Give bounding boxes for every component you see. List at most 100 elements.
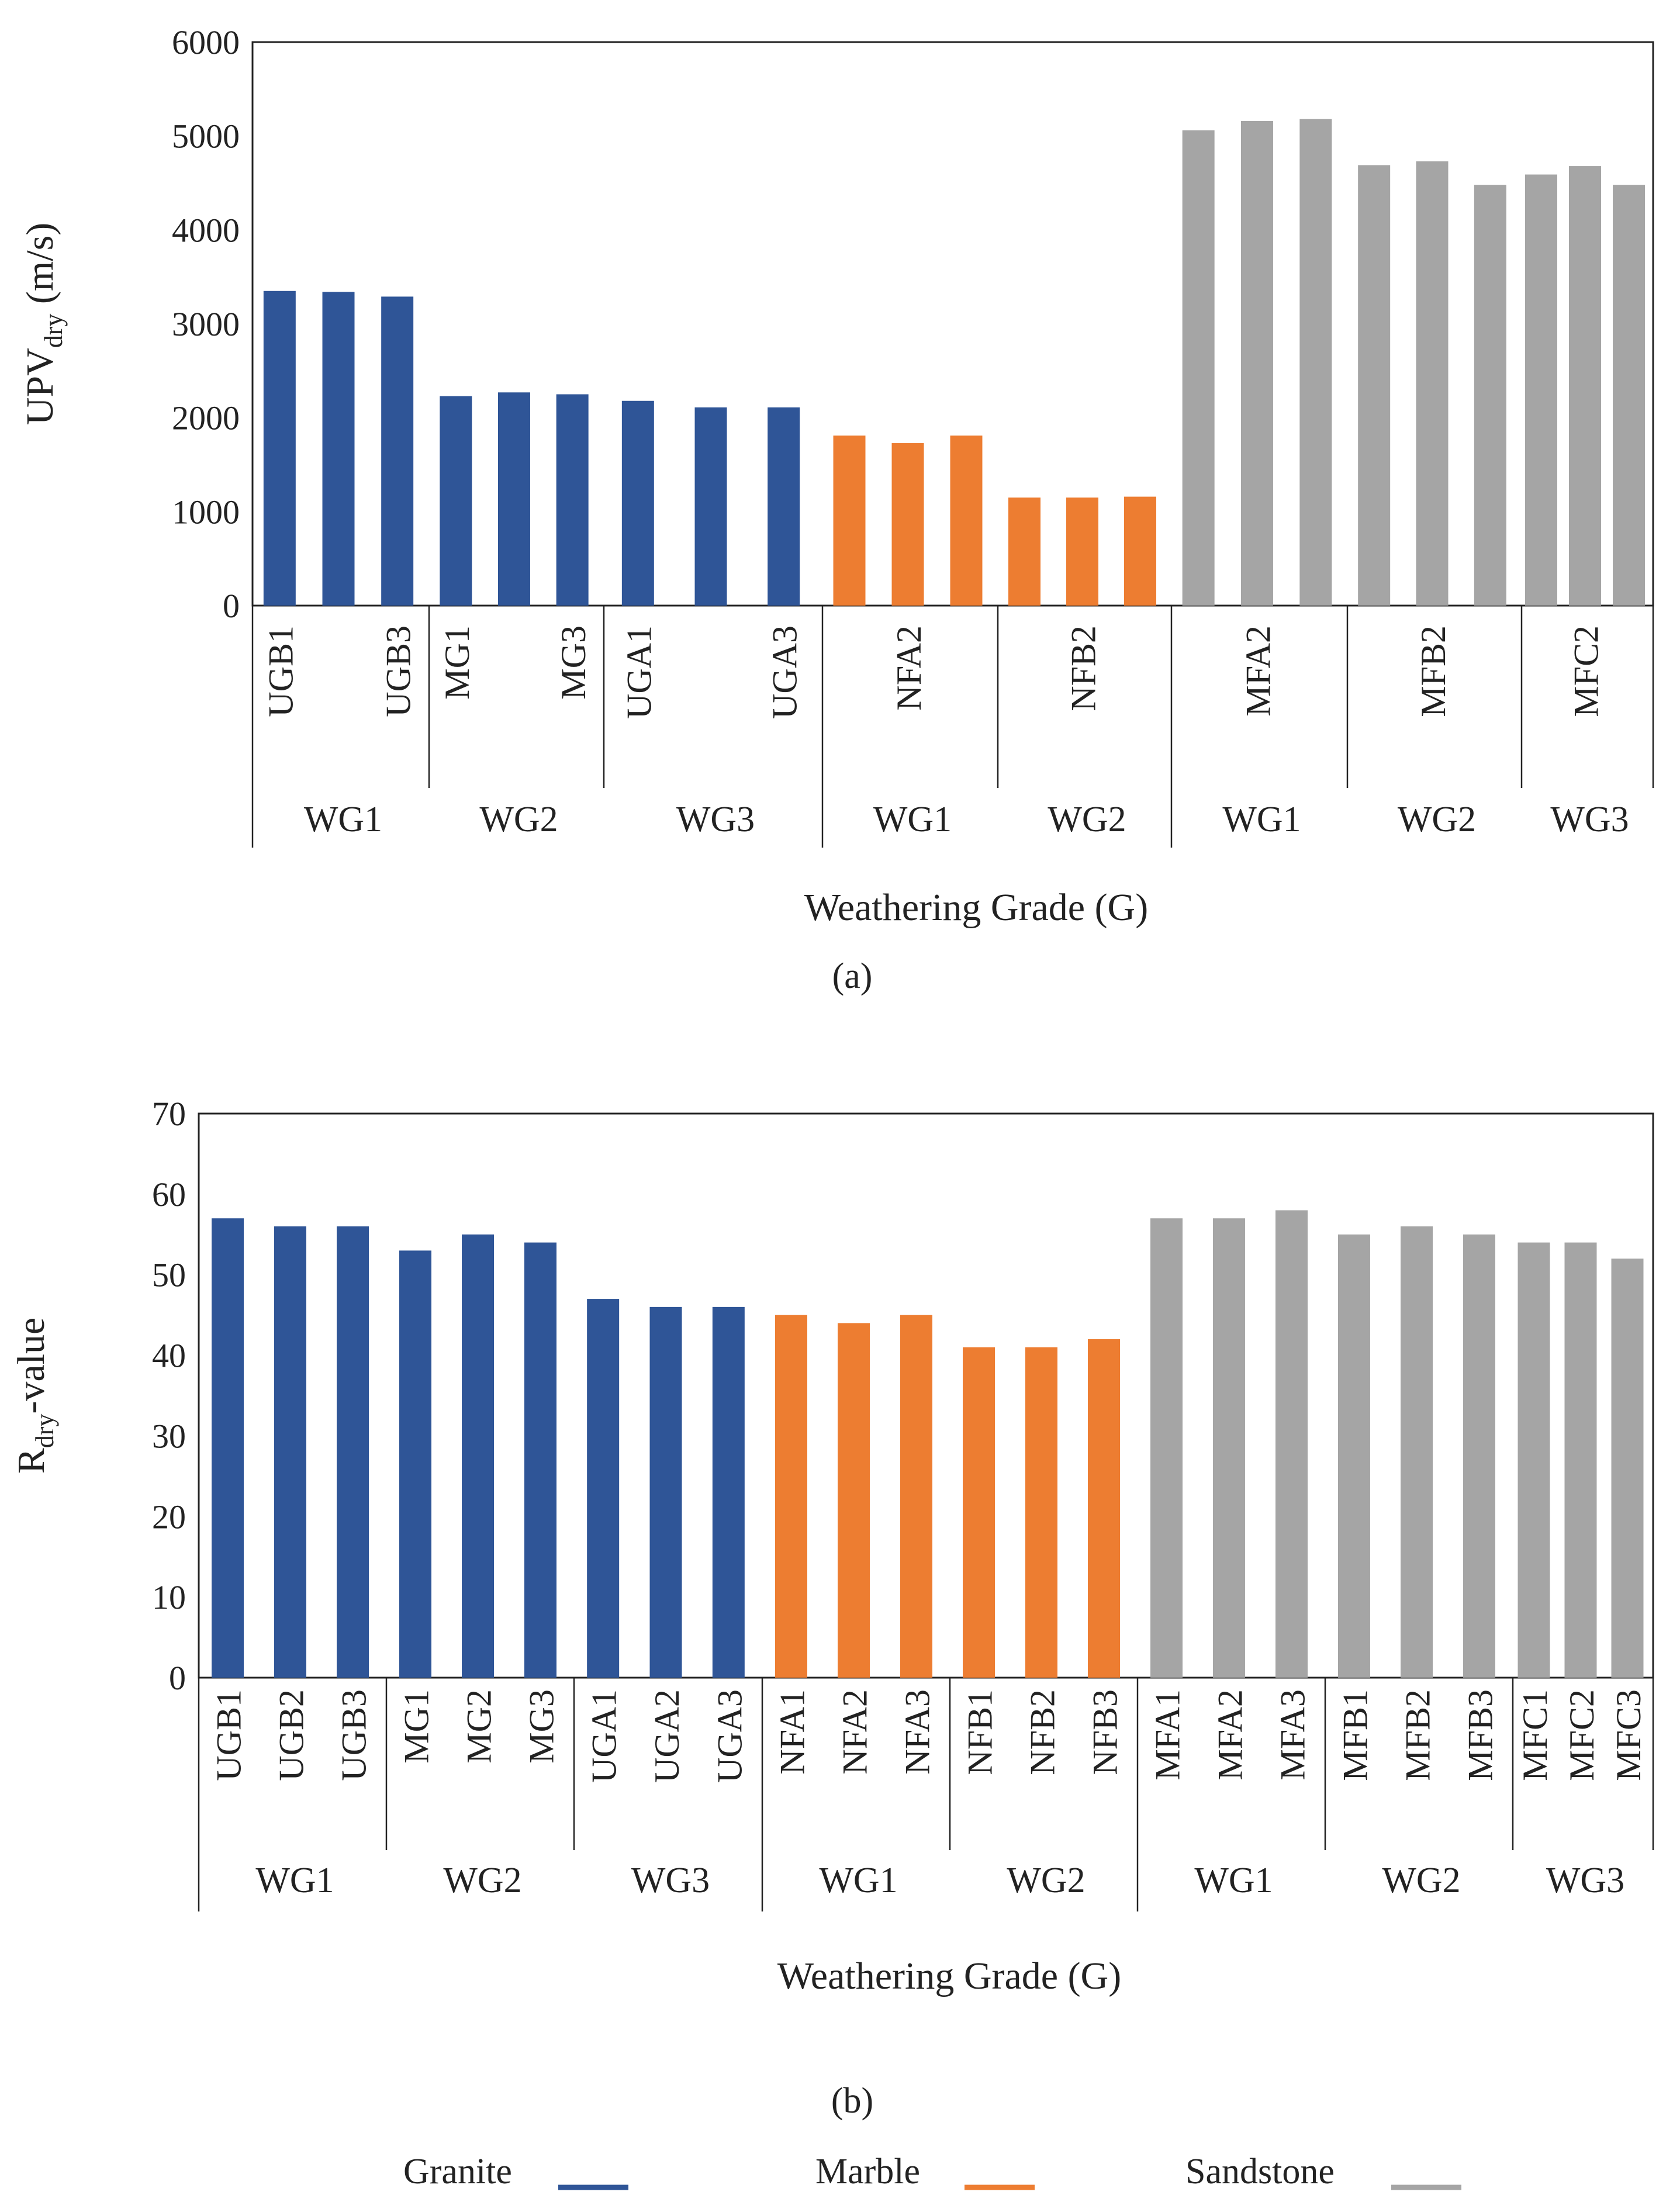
- group-label-sandstone-wg1: WG1: [1194, 1861, 1273, 1900]
- caption: (b): [831, 2081, 873, 2121]
- group-label-granite-wg1: WG1: [255, 1861, 334, 1900]
- y-tick-label: 4000: [172, 211, 240, 249]
- group-label-sandstone-wg3: WG3: [1546, 1861, 1624, 1900]
- y-axis-title-subscript: dry: [30, 1414, 59, 1449]
- y-tick-label: 50: [152, 1256, 186, 1294]
- y-tick-label: 3000: [172, 305, 240, 343]
- group-label-marble-wg1: WG1: [873, 800, 952, 839]
- category-label-uga3: UGA3: [710, 1689, 749, 1783]
- bar-mfb1: [1358, 165, 1391, 606]
- category-label-mfa2: MFA2: [1239, 625, 1278, 717]
- y-tick-label: 0: [169, 1659, 186, 1697]
- category-label-uga3: UGA3: [766, 625, 804, 719]
- bar-nfa3: [950, 435, 983, 606]
- category-label-nfa3: NFA3: [898, 1689, 937, 1775]
- x-axis-title: Weathering Grade (G): [777, 1955, 1121, 1997]
- group-label-sandstone-wg2: WG2: [1382, 1861, 1460, 1900]
- category-label-ugb1: UGB1: [261, 625, 300, 717]
- category-label-mg1: MG1: [438, 625, 476, 700]
- bar-ugb1: [212, 1218, 244, 1678]
- category-label-uga2: UGA2: [648, 1689, 686, 1783]
- bar-nfb3: [1124, 496, 1156, 606]
- bar-ugb3: [381, 296, 414, 606]
- category-label-nfb1: NFB1: [961, 1689, 1000, 1775]
- y-tick-label: 30: [152, 1417, 186, 1455]
- category-label-mfb3: MFB3: [1461, 1689, 1500, 1781]
- bar-nfa3: [900, 1315, 932, 1678]
- category-label-nfa2: NFA2: [890, 625, 928, 711]
- group-label-granite-wg2: WG2: [443, 1861, 521, 1900]
- bar-mfb2: [1401, 1226, 1433, 1678]
- legend-label-sandstone: Sandstone: [1185, 2152, 1335, 2191]
- legend-label-marble: Marble: [815, 2152, 920, 2191]
- bar-nfb1: [1008, 497, 1041, 606]
- bar-mfa3: [1299, 119, 1332, 606]
- caption: (a): [832, 956, 873, 996]
- category-label-nfb2: NFB2: [1064, 625, 1103, 711]
- y-axis-title-tail: -value: [10, 1318, 53, 1414]
- category-label-ugb2: UGB2: [272, 1689, 311, 1781]
- bar-uga1: [587, 1299, 620, 1678]
- bar-mfc2: [1564, 1242, 1597, 1678]
- y-tick-label: 0: [223, 587, 240, 625]
- bar-uga3: [712, 1306, 745, 1678]
- y-axis-title-main: UPV: [19, 348, 61, 425]
- bar-mfc1: [1517, 1242, 1550, 1678]
- category-label-mfb2: MFB2: [1414, 625, 1453, 717]
- y-axis-title-subscript: dry: [39, 314, 68, 348]
- y-tick-label: 10: [152, 1578, 186, 1616]
- legend-label-granite: Granite: [403, 2152, 512, 2191]
- category-label-mfa3: MFA3: [1274, 1689, 1312, 1781]
- bar-mfc2: [1569, 166, 1601, 606]
- group-label-marble-wg2: WG2: [1048, 800, 1126, 839]
- category-label-ugb1: UGB1: [210, 1689, 248, 1781]
- group-label-marble-wg1: WG1: [819, 1861, 897, 1900]
- group-label-marble-wg2: WG2: [1007, 1861, 1085, 1900]
- bar-mfa1: [1150, 1218, 1183, 1678]
- category-label-nfb2: NFB2: [1024, 1689, 1062, 1775]
- bar-nfb3: [1088, 1339, 1120, 1678]
- y-tick-label: 60: [152, 1176, 186, 1214]
- group-label-sandstone-wg3: WG3: [1550, 800, 1629, 839]
- group-label-granite-wg3: WG3: [676, 800, 755, 839]
- group-label-granite-wg3: WG3: [631, 1861, 710, 1900]
- bar-nfb1: [963, 1347, 995, 1678]
- group-label-sandstone-wg1: WG1: [1222, 800, 1301, 839]
- category-label-nfa1: NFA1: [773, 1689, 812, 1775]
- y-tick-label: 70: [152, 1095, 186, 1133]
- bar-nfb2: [1066, 497, 1098, 606]
- bar-mg3: [556, 394, 589, 606]
- bar-uga3: [768, 407, 800, 606]
- category-label-mfb2: MFB2: [1399, 1689, 1437, 1781]
- bar-ugb3: [337, 1226, 369, 1678]
- y-axis-title: UPVdry (m/s): [19, 223, 68, 426]
- y-axis-title-tail: (m/s): [19, 223, 61, 314]
- x-axis-title: Weathering Grade (G): [804, 886, 1148, 929]
- bar-ugb1: [263, 291, 296, 606]
- category-label-mfa1: MFA1: [1149, 1689, 1187, 1781]
- category-label-mg3: MG3: [523, 1689, 561, 1764]
- bar-mfb1: [1338, 1234, 1370, 1678]
- y-tick-label: 20: [152, 1498, 186, 1536]
- y-tick-label: 1000: [172, 493, 240, 531]
- y-tick-label: 6000: [172, 23, 240, 61]
- bar-nfb2: [1025, 1347, 1057, 1678]
- bar-mfa2: [1213, 1218, 1245, 1678]
- bar-mg1: [399, 1250, 431, 1678]
- category-label-mg2: MG2: [460, 1689, 499, 1764]
- bar-uga1: [621, 400, 654, 606]
- y-tick-label: 40: [152, 1337, 186, 1375]
- bar-mg2: [462, 1234, 494, 1678]
- bar-nfa2: [891, 443, 924, 606]
- category-label-ugb3: UGB3: [379, 625, 418, 717]
- category-label-mfc2: MFC2: [1567, 625, 1606, 717]
- category-label-mfc3: MFC3: [1609, 1689, 1648, 1781]
- group-label-granite-wg1: WG1: [304, 800, 382, 839]
- bar-ugb2: [322, 292, 355, 606]
- category-label-uga1: UGA1: [620, 625, 658, 719]
- category-label-uga1: UGA1: [585, 1689, 624, 1783]
- y-axis-title-main: R: [10, 1448, 53, 1474]
- category-label-mfc1: MFC1: [1516, 1689, 1554, 1781]
- bar-mfa1: [1182, 130, 1215, 606]
